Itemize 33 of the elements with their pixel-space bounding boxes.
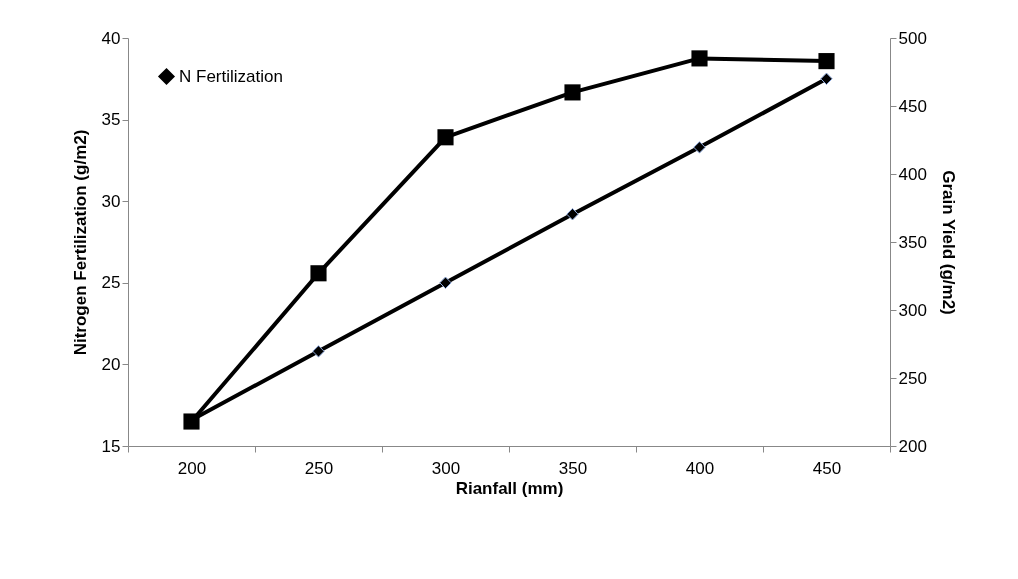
x-tick-label: 450 — [812, 458, 842, 478]
point — [437, 129, 454, 146]
y-tick-label: 35 — [101, 110, 121, 130]
point — [310, 265, 327, 282]
point — [691, 50, 708, 67]
y-tick-label: 40 — [101, 28, 121, 48]
point — [566, 208, 579, 221]
y2-tick-label: 500 — [898, 28, 927, 48]
x-tick-label: 350 — [558, 458, 588, 478]
y-tick-label: 20 — [101, 354, 121, 374]
x-tick-label: 400 — [685, 458, 715, 478]
y2-tick-label: 300 — [898, 300, 927, 320]
y2-tick-label: 200 — [898, 436, 927, 456]
y-tick-label: 30 — [101, 191, 121, 211]
y2-tick-label: 250 — [898, 368, 927, 388]
legend-label: N Fertilization — [179, 66, 283, 86]
y2-tick-label: 350 — [898, 232, 927, 252]
point — [820, 72, 833, 85]
x-axis-title: Rianfall (mm) — [455, 478, 564, 498]
y-axis-title: Nitrogen Fertilization (g/m2) — [70, 129, 90, 356]
point — [818, 53, 835, 70]
point — [693, 141, 706, 154]
point — [439, 276, 452, 289]
y2-tick-label: 450 — [898, 96, 927, 116]
x-tick-label: 200 — [177, 458, 207, 478]
point — [312, 345, 325, 358]
y2-tick-label: 400 — [898, 164, 927, 184]
point — [564, 84, 581, 101]
y-tick-label: 25 — [101, 273, 121, 293]
x-tick-label: 250 — [304, 458, 334, 478]
y2-axis-title: Grain Yield (g/m2) — [938, 170, 958, 315]
x-tick-label: 300 — [431, 458, 461, 478]
y-tick-label: 15 — [101, 436, 121, 456]
